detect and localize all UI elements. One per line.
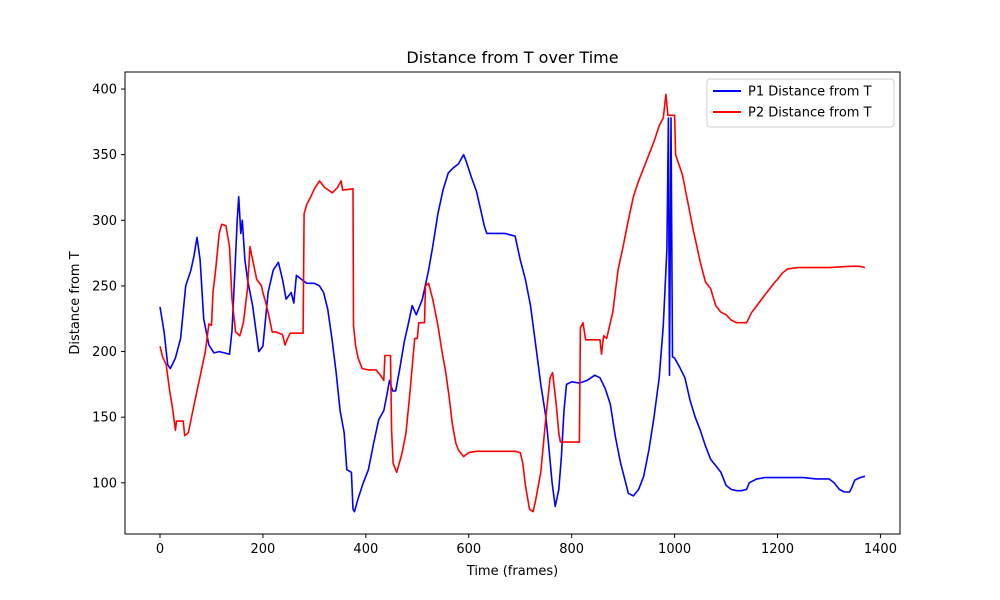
x-tick-label: 1200: [761, 542, 794, 557]
y-axis-label: Distance from T: [68, 251, 83, 354]
y-tick-label: 200: [92, 345, 117, 360]
series-line-p2: [159, 93, 866, 513]
series-line-p1: [159, 117, 866, 513]
legend-label-p2: P2 Distance from T: [748, 106, 872, 121]
x-tick-label: 1400: [864, 542, 897, 557]
legend-box: [706, 78, 895, 128]
y-tick-label: 300: [92, 214, 117, 229]
x-tick-label: 800: [559, 542, 584, 557]
plot-lines: [159, 93, 866, 513]
x-tick-label: 600: [456, 542, 481, 557]
x-axis-label: Time (frames): [466, 564, 558, 579]
x-tick-label: 0: [156, 542, 164, 557]
y-tick-label: 400: [92, 83, 117, 98]
plot-area-frame: [124, 71, 901, 535]
x-tick-label: 1000: [658, 542, 691, 557]
y-tick-label: 250: [92, 279, 117, 294]
x-tick-label: 200: [251, 542, 276, 557]
chart-title: Distance from T over Time: [406, 48, 618, 67]
y-axis-ticks: 100 150 200 250 300 350 400: [92, 83, 125, 491]
y-tick-label: 350: [92, 148, 117, 163]
legend-label-p1: P1 Distance from T: [748, 85, 872, 100]
y-tick-label: 100: [92, 476, 117, 491]
x-axis-ticks: 0 200 400 600 800 1000 1200 1400: [156, 534, 897, 557]
y-tick-label: 150: [92, 411, 117, 426]
x-tick-label: 400: [353, 542, 378, 557]
legend: P1 Distance from T P2 Distance from T: [706, 78, 895, 128]
